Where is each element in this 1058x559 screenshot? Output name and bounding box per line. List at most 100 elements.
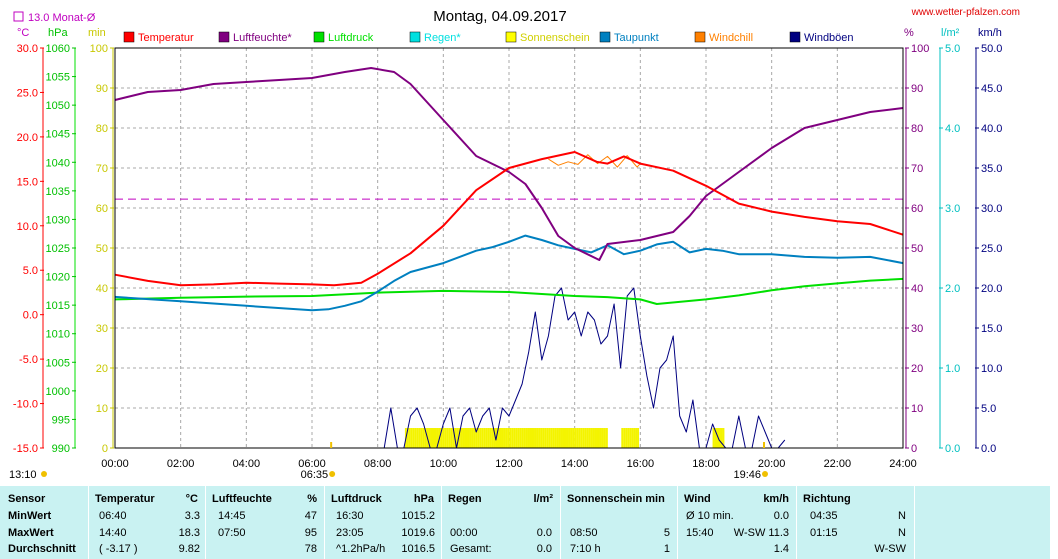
sunshine-bar [566, 428, 569, 448]
sunshine-bar [530, 428, 533, 448]
sunshine-bar [550, 428, 553, 448]
pressure-tick-label: 1055 [46, 72, 70, 84]
sunset-icon [762, 471, 769, 477]
legend-swatch [409, 31, 421, 43]
sunshine-bar [596, 428, 599, 448]
humidity-tick-label: 90 [911, 83, 923, 95]
site-link[interactable]: www.wetter-pfalzen.com [911, 7, 1020, 18]
sunshine-bar [552, 428, 555, 448]
sunshine-tick-label: 10 [96, 403, 108, 415]
sunshine-bar [434, 428, 437, 448]
sunshine-bar [460, 428, 463, 448]
table-cell: 0.0 [536, 543, 552, 555]
temperature-tick-label: -15.0 [13, 443, 38, 455]
table-cell: 1016.5 [401, 543, 435, 555]
legend-swatch [789, 31, 801, 43]
sunshine-bar [448, 428, 451, 448]
sunshine-bar [464, 428, 467, 448]
wind-tick-label: 35.0 [981, 163, 1002, 175]
series-line-windben [383, 287, 786, 449]
table-divider [560, 486, 561, 559]
sunshine-bar [507, 428, 510, 448]
temperature-tick-label: 25.0 [17, 87, 38, 99]
table-cell: 3.3 [184, 510, 200, 522]
humidity-tick-label: 50 [911, 243, 923, 255]
humidity-tick-label: 40 [911, 283, 923, 295]
table-header: hPa [413, 493, 434, 505]
sunshine-bar [631, 428, 634, 448]
sunshine-bar [712, 428, 715, 448]
pressure-tick-label: 1060 [46, 43, 70, 55]
sunshine-tick-label: 80 [96, 123, 108, 135]
table-cell: 07:50 [218, 527, 246, 539]
sunshine-bar [576, 428, 579, 448]
table-cell: N [898, 527, 906, 539]
sunshine-bar [483, 428, 486, 448]
table-header: Luftdruck [331, 493, 382, 505]
wind-tick-label: 0.0 [981, 443, 996, 455]
humidity-tick-label: 30 [911, 323, 923, 335]
time-tick-label: 16:00 [627, 458, 655, 470]
sunshine-bar [627, 428, 630, 448]
table-cell: N [898, 510, 906, 522]
sunshine-bar [505, 428, 508, 448]
chart-grid [115, 48, 903, 448]
humidity-tick-label: 20 [911, 363, 923, 375]
table-cell: Gesamt: [450, 543, 492, 555]
sunshine-bar [503, 428, 506, 448]
wind-tick-label: 15.0 [981, 323, 1002, 335]
wind-tick-label: 10.0 [981, 363, 1002, 375]
pressure-tick-label: 1005 [46, 357, 70, 369]
sunshine-tick-label: 60 [96, 203, 108, 215]
chart-title: Montag, 04.09.2017 [433, 8, 566, 25]
sunshine-bar [462, 428, 465, 448]
sunshine-bar [548, 428, 551, 448]
sunshine-bar [534, 428, 537, 448]
table-cell: 15:40 [686, 527, 714, 539]
sunshine-bar [637, 428, 640, 448]
wind-tick-label: 45.0 [981, 83, 1002, 95]
monthly-avg-legend-box [13, 11, 24, 22]
table-header: Sensor [8, 493, 46, 505]
rain-tick-label: 4.0 [945, 123, 960, 135]
sunshine-bar [408, 428, 411, 448]
sunshine-bar [446, 428, 449, 448]
wind-unit-label: km/h [978, 27, 1002, 39]
humidity-tick-label: 80 [911, 123, 923, 135]
table-cell: 06:40 [99, 510, 127, 522]
table-divider [205, 486, 206, 559]
sunshine-bar [521, 428, 524, 448]
sunshine-bar [556, 428, 559, 448]
sunshine-bar [568, 428, 571, 448]
table-cell: 1 [663, 543, 670, 555]
sunshine-bar [513, 428, 516, 448]
sunshine-bar [525, 428, 528, 448]
sunshine-bar [603, 428, 606, 448]
sunshine-bar [625, 428, 628, 448]
sunshine-bar [497, 428, 500, 448]
sunrise-time: 06:35 [301, 469, 329, 481]
pressure-tick-label: 995 [52, 414, 70, 426]
sunshine-bar [465, 428, 468, 448]
time-tick-label: 12:00 [495, 458, 523, 470]
table-header: Regen [448, 493, 482, 505]
sunshine-tick-label: 70 [96, 163, 108, 175]
table-cell: 16:30 [336, 510, 364, 522]
table-divider [796, 486, 797, 559]
table-header: l/m² [533, 493, 553, 505]
legend-swatch [694, 31, 706, 43]
table-divider [88, 486, 89, 559]
sunshine-bars [404, 428, 725, 448]
table-cell: 14:45 [218, 510, 246, 522]
pressure-tick-label: 990 [52, 443, 70, 455]
legend-label: Luftfeuchte* [233, 32, 292, 44]
temperature-tick-label: -10.0 [13, 399, 38, 411]
time-tick-label: 00:00 [101, 458, 129, 470]
sunshine-bar [527, 428, 530, 448]
sunshine-bar [420, 428, 423, 448]
sunshine-bar [584, 428, 587, 448]
sunshine-bar [515, 428, 518, 448]
table-cell: 9.82 [178, 543, 200, 555]
sunshine-bar [564, 428, 567, 448]
row-label: Durchschnitt [8, 543, 76, 555]
